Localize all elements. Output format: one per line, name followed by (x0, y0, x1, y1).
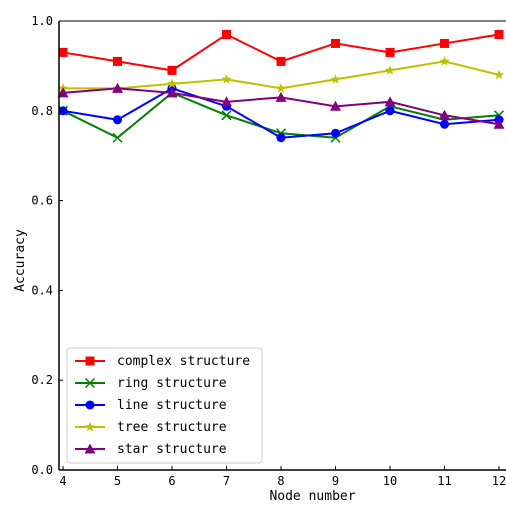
x-tick-label: 6 (168, 474, 175, 488)
legend-item-star-structure: star structure (75, 442, 227, 457)
data-point-line-structure (440, 119, 449, 129)
legend-label: star structure (117, 442, 227, 457)
data-point-line-structure (385, 106, 395, 116)
data-point-star-structure (493, 118, 505, 129)
data-point-star-structure (221, 96, 232, 107)
x-tick-label: 7 (223, 474, 230, 488)
x-axis-title: Node number (269, 489, 355, 504)
data-point-ring-structure (221, 110, 232, 121)
data-point-complex-structure (113, 56, 122, 66)
x-tick-label: 9 (332, 474, 339, 488)
data-point-complex-structure (58, 47, 68, 57)
legend-label: complex structure (117, 354, 250, 369)
data-point-complex-structure (331, 38, 340, 48)
legend-marker (85, 356, 95, 366)
legend-item-line-structure: line structure (75, 398, 227, 413)
data-point-tree-structure (439, 56, 450, 66)
y-tick-label: 1.0 (31, 14, 53, 28)
data-point-star-structure (166, 87, 178, 98)
data-point-complex-structure (276, 56, 286, 66)
data-point-tree-structure (330, 74, 341, 84)
y-axis-title: Accuracy (13, 229, 28, 292)
legend-marker (84, 421, 96, 432)
data-point-star-structure (112, 82, 123, 93)
data-point-complex-structure (494, 29, 504, 39)
y-tick-label: 0.6 (31, 194, 53, 208)
legend-box (66, 347, 263, 464)
x-tick-label: 10 (383, 474, 397, 488)
series-complex-structure (58, 29, 504, 75)
axes: 0.0 0.2 0.4 0.6 0.8 1.0 4 5 6 7 8 9 10 11 12 (31, 14, 506, 488)
data-point-line-structure (331, 128, 340, 138)
y-tick-label: 0.8 (31, 104, 53, 118)
legend: complex structure ring structure line stru… (66, 347, 263, 464)
data-point-tree-structure (166, 78, 178, 89)
data-point-tree-structure (384, 65, 396, 75)
y-tick-label: 0.2 (31, 373, 53, 387)
data-point-star-structure (330, 100, 341, 111)
data-point-tree-structure (221, 74, 232, 84)
x-tick-label: 5 (114, 474, 121, 488)
plot-area (57, 29, 505, 143)
legend-label: tree structure (117, 420, 227, 435)
data-point-star-structure (384, 96, 396, 107)
legend-label: ring structure (117, 376, 227, 391)
data-point-tree-structure (493, 69, 505, 80)
x-tick-label: 8 (277, 474, 284, 488)
data-point-star-structure (57, 87, 69, 98)
legend-item-ring-structure: ring structure (75, 376, 227, 391)
legend-label: line structure (117, 398, 227, 413)
data-point-complex-structure (440, 38, 449, 48)
data-point-line-structure (276, 133, 286, 143)
x-tick-label: 12 (492, 474, 506, 488)
data-point-line-structure (113, 115, 122, 125)
y-tick-label: 0.0 (31, 463, 53, 477)
data-point-star-structure (275, 91, 287, 102)
legend-item-complex-structure: complex structure (75, 354, 250, 369)
series-star-structure (57, 82, 505, 129)
data-point-complex-structure (222, 29, 231, 39)
legend-marker (85, 400, 95, 410)
legend-marker (84, 443, 96, 454)
legend-marker (84, 377, 96, 389)
data-point-complex-structure (385, 47, 395, 57)
data-point-tree-structure (275, 83, 287, 93)
x-tick-label: 11 (437, 474, 451, 488)
x-tick-label: 4 (59, 474, 66, 488)
data-point-complex-structure (167, 65, 177, 75)
data-point-star-structure (439, 109, 450, 120)
legend-item-tree-structure: tree structure (75, 420, 227, 435)
y-tick-label: 0.4 (31, 283, 53, 297)
data-point-ring-structure (112, 132, 123, 143)
